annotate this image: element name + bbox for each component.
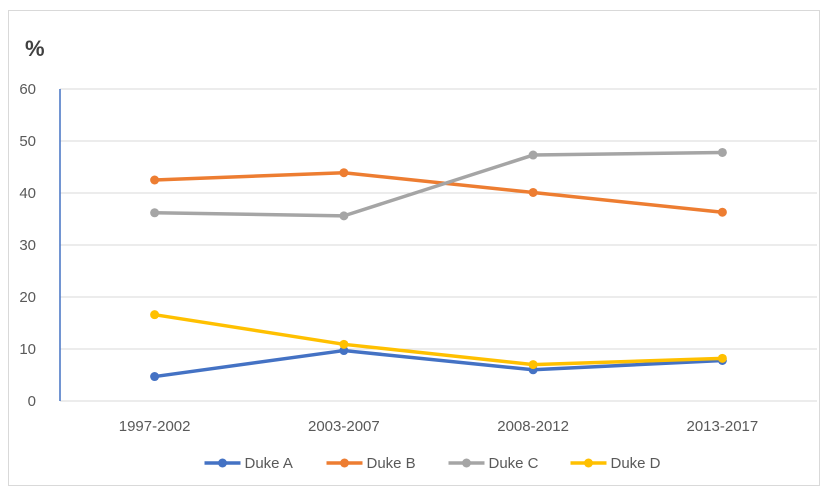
legend-swatch-marker: [340, 458, 349, 468]
y-tick-label: 40: [19, 185, 36, 202]
legend-label: Duke B: [367, 455, 416, 472]
x-tick-label: 2008-2012: [497, 418, 569, 435]
legend-item: Duke D: [570, 455, 661, 472]
x-tick-label: 2003-2007: [308, 418, 380, 435]
axes: 0 10 20 30 40 50 60 1997-2002 2003-2007 2008-2012…: [19, 81, 758, 435]
series-line: [152, 348, 725, 379]
series-duke-c: [150, 147, 727, 221]
y-tick-label: 10: [19, 341, 36, 358]
data-point: [339, 346, 349, 356]
x-tick-label: 1997-2002: [119, 418, 191, 435]
data-point: [150, 372, 160, 382]
legend: Duke A Duke B Duke C Duke D: [204, 455, 661, 472]
series-line: [152, 170, 725, 214]
data-point: [150, 310, 160, 320]
legend-label: Duke A: [245, 455, 293, 472]
legend-item: Duke B: [326, 455, 416, 472]
series-lines: [150, 147, 727, 382]
data-point: [339, 339, 349, 349]
series-duke-a: [150, 346, 727, 382]
y-tick-label: 60: [19, 81, 36, 98]
legend-item: Duke C: [448, 455, 539, 472]
data-point: [339, 211, 349, 221]
data-point: [150, 208, 160, 218]
y-tick-label: 50: [19, 133, 36, 150]
data-point: [339, 168, 349, 178]
data-point: [528, 187, 538, 197]
legend-swatch-marker: [462, 458, 471, 468]
legend-swatch-marker: [584, 458, 593, 468]
series-duke-b: [150, 168, 727, 217]
series-duke-d: [150, 310, 727, 370]
y-tick-label: 30: [19, 237, 36, 254]
data-point: [528, 150, 538, 160]
y-tick-label: 0: [28, 393, 36, 410]
x-tick-label: 2013-2017: [687, 418, 759, 435]
data-point: [717, 207, 727, 217]
y-tick-label: 20: [19, 289, 36, 306]
legend-swatch-marker: [218, 458, 227, 468]
series-line: [152, 312, 725, 367]
series-line: [152, 150, 725, 218]
y-axis-label: %: [25, 36, 45, 61]
legend-label: Duke C: [489, 455, 539, 472]
legend-item: Duke A: [204, 455, 293, 472]
data-point: [150, 175, 160, 185]
gridlines: [60, 88, 817, 402]
data-point: [717, 147, 727, 157]
data-point: [717, 353, 727, 363]
legend-label: Duke D: [611, 455, 661, 472]
data-point: [528, 360, 538, 370]
